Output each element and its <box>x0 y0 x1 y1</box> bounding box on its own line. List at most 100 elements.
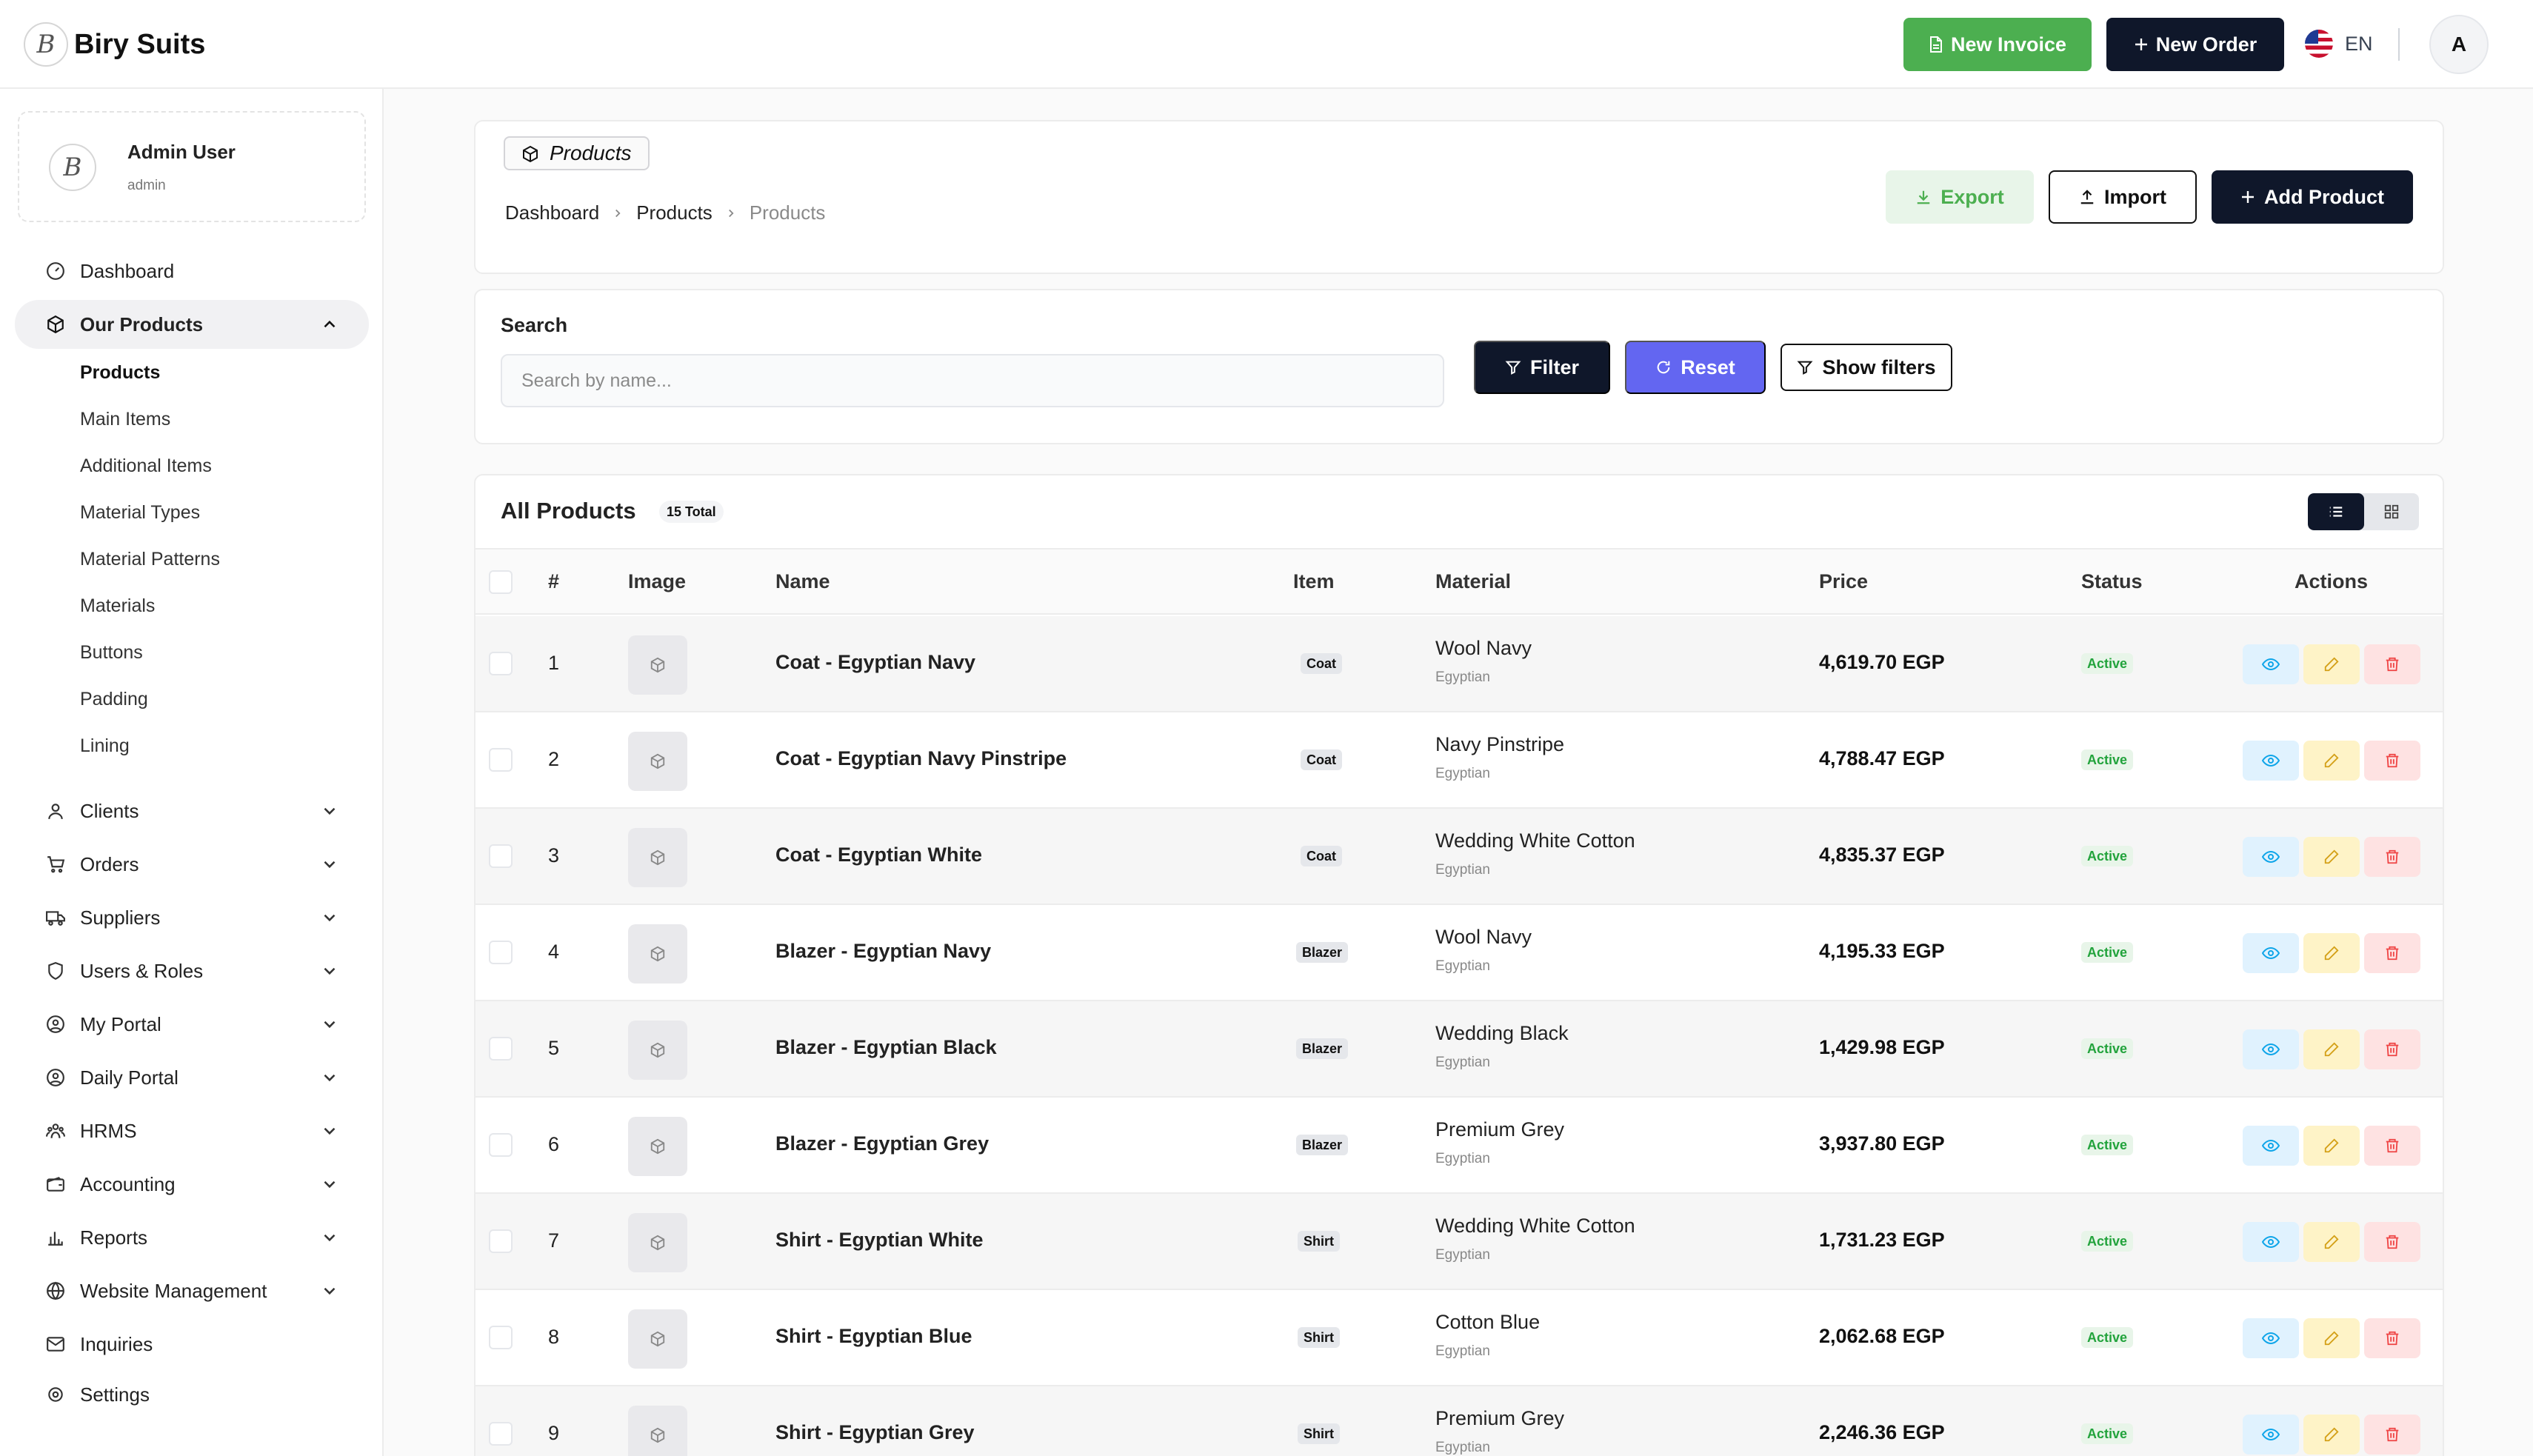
sidebar-subitem-buttons[interactable]: Buttons <box>80 642 143 663</box>
edit-button[interactable] <box>2303 1029 2360 1069</box>
row-checkbox[interactable] <box>489 1326 513 1349</box>
sidebar-subitem-material-patterns[interactable]: Material Patterns <box>80 549 220 570</box>
edit-button[interactable] <box>2303 1222 2360 1262</box>
view-button[interactable] <box>2243 1126 2299 1166</box>
delete-button[interactable] <box>2364 1029 2420 1069</box>
sidebar-item-reports[interactable]: Reports <box>15 1213 369 1262</box>
delete-button[interactable] <box>2364 644 2420 684</box>
sidebar-subitem-materials[interactable]: Materials <box>80 595 156 616</box>
edit-button[interactable] <box>2303 837 2360 877</box>
user-avatar[interactable]: A <box>2429 15 2489 74</box>
user-card[interactable]: B Admin User admin <box>18 111 366 222</box>
column-header-price[interactable]: Price <box>1819 570 1869 592</box>
view-button[interactable] <box>2243 1318 2299 1358</box>
delete-button[interactable] <box>2364 837 2420 877</box>
view-toggle <box>2308 493 2419 530</box>
breadcrumb-dashboard[interactable]: Dashboard <box>505 201 600 224</box>
sidebar-item-dashboard[interactable]: Dashboard <box>15 247 369 295</box>
sidebar-item-our-products[interactable]: Our Products <box>15 300 369 349</box>
view-button[interactable] <box>2243 1222 2299 1262</box>
grid-view-button[interactable] <box>2364 493 2419 530</box>
sidebar-item-website-management[interactable]: Website Management <box>15 1266 369 1315</box>
select-all-checkbox[interactable] <box>489 570 513 594</box>
column-header-name[interactable]: Name <box>775 570 830 592</box>
edit-button[interactable] <box>2303 644 2360 684</box>
export-button[interactable]: Export <box>1886 170 2034 224</box>
sidebar-subitem-padding[interactable]: Padding <box>80 689 148 709</box>
sidebar-subitem-additional-items[interactable]: Additional Items <box>80 455 212 476</box>
item-badge: Coat <box>1301 653 1342 674</box>
row-number: 9 <box>548 1422 560 1444</box>
sidebar-item-hrms[interactable]: HRMS <box>15 1106 369 1155</box>
sidebar-item-accounting[interactable]: Accounting <box>15 1160 369 1209</box>
table-row[interactable]: 8 Shirt - Egyptian Blue Shirt Cotton Blu… <box>475 1290 2443 1386</box>
view-button[interactable] <box>2243 1415 2299 1455</box>
row-checkbox[interactable] <box>489 748 513 772</box>
view-button[interactable] <box>2243 644 2299 684</box>
column-header-material[interactable]: Material <box>1435 570 1512 592</box>
sidebar-item-daily-portal[interactable]: Daily Portal <box>15 1053 369 1102</box>
view-button[interactable] <box>2243 933 2299 973</box>
table-row[interactable]: 3 Coat - Egyptian White Coat Wedding Whi… <box>475 809 2443 905</box>
view-button[interactable] <box>2243 741 2299 781</box>
wallet-icon <box>47 1177 64 1192</box>
material-origin: Egyptian <box>1435 1055 1490 1070</box>
breadcrumb-products[interactable]: Products <box>636 201 712 224</box>
view-button[interactable] <box>2243 837 2299 877</box>
row-checkbox[interactable] <box>489 941 513 964</box>
row-checkbox[interactable] <box>489 1133 513 1157</box>
add-product-button[interactable]: Add Product <box>2212 170 2413 224</box>
row-checkbox[interactable] <box>489 1037 513 1061</box>
sidebar-subitem-products[interactable]: Products <box>80 362 161 383</box>
column-header-status[interactable]: Status <box>2081 570 2143 592</box>
reset-button[interactable]: Reset <box>1625 341 1766 394</box>
table-row[interactable]: 9 Shirt - Egyptian Grey Shirt Premium Gr… <box>475 1386 2443 1456</box>
row-number: 5 <box>548 1037 560 1059</box>
search-input[interactable] <box>501 354 1444 407</box>
sidebar-item-suppliers[interactable]: Suppliers <box>15 893 369 942</box>
delete-button[interactable] <box>2364 1415 2420 1455</box>
edit-button[interactable] <box>2303 933 2360 973</box>
list-view-button[interactable] <box>2308 493 2364 530</box>
brand[interactable]: B Biry Suits <box>24 21 205 68</box>
table-row[interactable]: 6 Blazer - Egyptian Grey Blazer Premium … <box>475 1098 2443 1194</box>
delete-button[interactable] <box>2364 1318 2420 1358</box>
chevron-down-icon <box>324 1021 336 1029</box>
sidebar-subitem-material-types[interactable]: Material Types <box>80 502 201 523</box>
new-invoice-button[interactable]: New Invoice <box>1903 18 2092 71</box>
row-checkbox[interactable] <box>489 1422 513 1446</box>
row-checkbox[interactable] <box>489 844 513 868</box>
delete-button[interactable] <box>2364 741 2420 781</box>
delete-button[interactable] <box>2364 933 2420 973</box>
show-filters-button[interactable]: Show filters <box>1781 344 1952 391</box>
edit-button[interactable] <box>2303 1318 2360 1358</box>
edit-button[interactable] <box>2303 1415 2360 1455</box>
sidebar-item-orders[interactable]: Orders <box>15 840 369 889</box>
language-switcher[interactable]: EN <box>2305 30 2373 58</box>
pencil-icon <box>2324 1042 2339 1057</box>
delete-button[interactable] <box>2364 1222 2420 1262</box>
edit-button[interactable] <box>2303 1126 2360 1166</box>
view-button[interactable] <box>2243 1029 2299 1069</box>
sidebar-item-settings[interactable]: Settings <box>15 1370 369 1419</box>
column-header-item[interactable]: Item <box>1293 570 1335 592</box>
new-order-button[interactable]: New Order <box>2106 18 2284 71</box>
row-checkbox[interactable] <box>489 652 513 675</box>
sidebar-item-my-portal[interactable]: My Portal <box>15 1000 369 1049</box>
sidebar-subitem-lining[interactable]: Lining <box>80 735 130 756</box>
row-checkbox[interactable] <box>489 1229 513 1253</box>
trash-icon <box>2386 1331 2399 1346</box>
sidebar-item-users-roles[interactable]: Users & Roles <box>15 946 369 995</box>
sidebar-item-clients[interactable]: Clients <box>15 787 369 835</box>
table-row[interactable]: 1 Coat - Egyptian Navy Coat Wool Navy Eg… <box>475 616 2443 712</box>
delete-button[interactable] <box>2364 1126 2420 1166</box>
filter-button[interactable]: Filter <box>1474 341 1610 394</box>
sidebar-item-inquiries[interactable]: Inquiries <box>15 1320 369 1369</box>
sidebar-subitem-main-items[interactable]: Main Items <box>80 409 171 430</box>
table-row[interactable]: 2 Coat - Egyptian Navy Pinstripe Coat Na… <box>475 712 2443 809</box>
edit-button[interactable] <box>2303 741 2360 781</box>
table-row[interactable]: 5 Blazer - Egyptian Black Blazer Wedding… <box>475 1001 2443 1098</box>
table-row[interactable]: 4 Blazer - Egyptian Navy Blazer Wool Nav… <box>475 905 2443 1001</box>
import-button[interactable]: Import <box>2049 170 2197 224</box>
table-row[interactable]: 7 Shirt - Egyptian White Shirt Wedding W… <box>475 1194 2443 1290</box>
